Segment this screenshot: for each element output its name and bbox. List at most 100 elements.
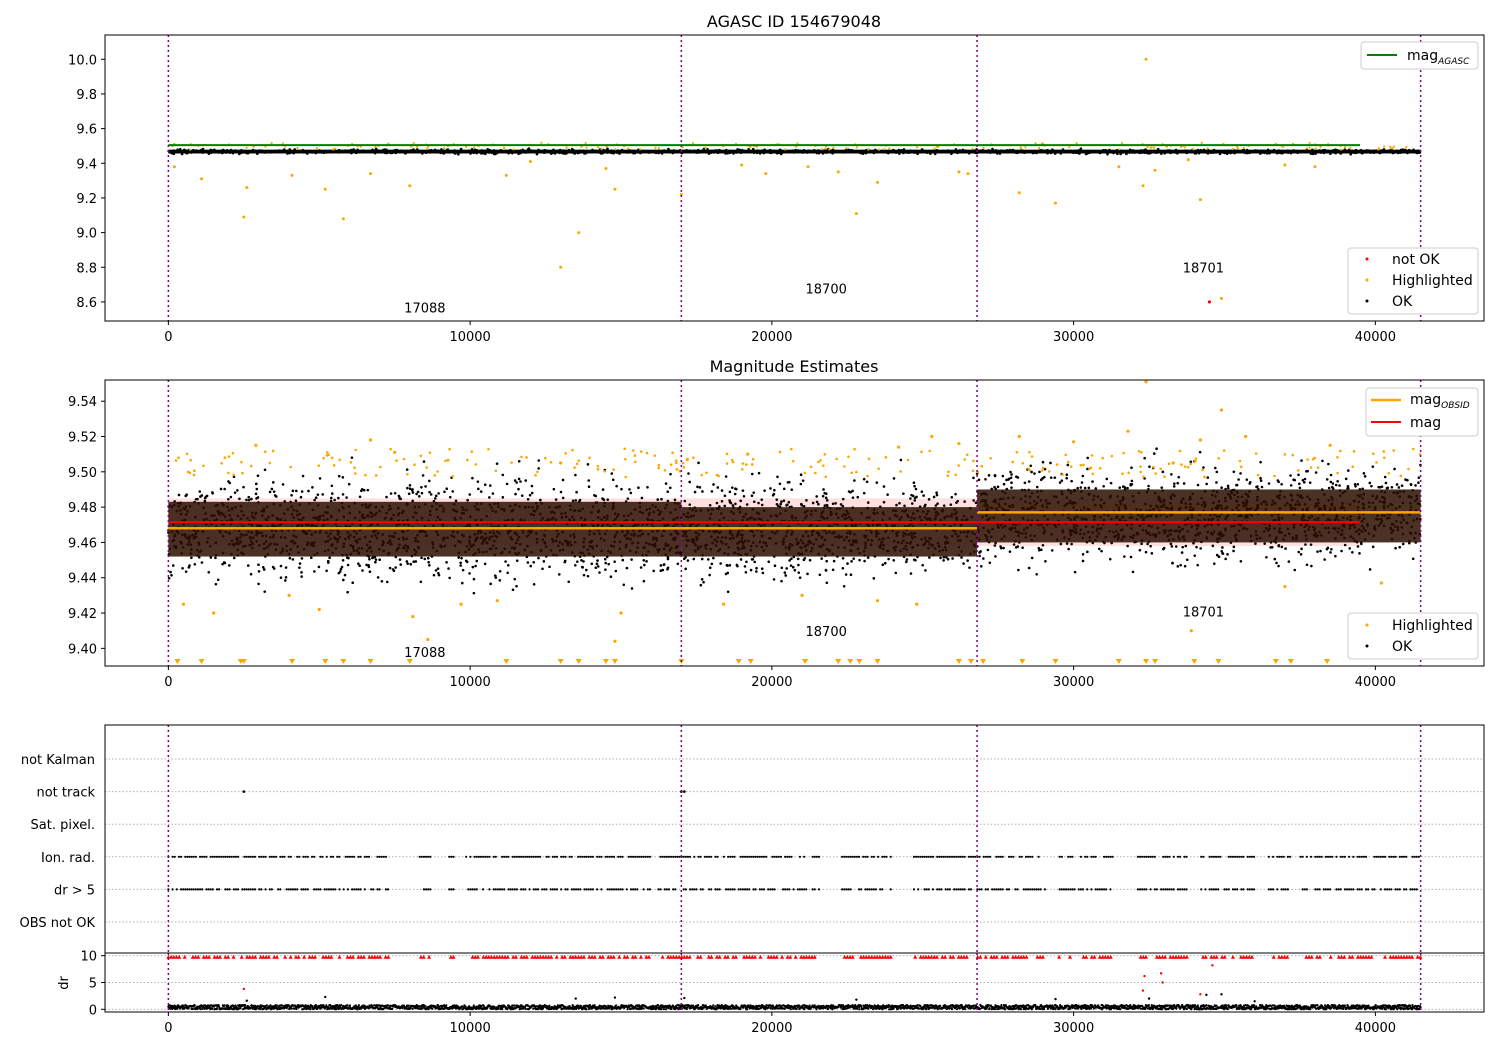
ok-point [900, 149, 903, 153]
ok-point [909, 572, 913, 575]
ok-point [1174, 545, 1178, 548]
ok-point [585, 568, 588, 572]
ok-point [1174, 148, 1178, 152]
ok-point [466, 498, 469, 502]
ok-point [799, 482, 803, 486]
ok-point [905, 558, 909, 561]
ok-point [935, 491, 938, 495]
highlighted-point [315, 146, 319, 150]
ok-point [839, 503, 843, 506]
ok-point [173, 150, 177, 153]
ok-point [472, 577, 476, 581]
ok-point [194, 497, 198, 501]
ok-legend-marker [1365, 299, 1369, 303]
ok-point [249, 572, 253, 576]
ok-point [630, 587, 634, 590]
ok-point [737, 148, 740, 152]
ok-point [865, 480, 869, 484]
ok-point [660, 497, 663, 501]
ok-point [852, 557, 855, 560]
ok-point [849, 573, 853, 577]
ok-point [176, 148, 179, 151]
ok-point [1226, 484, 1230, 488]
ok-point [1131, 150, 1135, 154]
ok-point [662, 563, 666, 566]
ok-point [1043, 150, 1046, 154]
ok-point [368, 557, 371, 561]
ok-point [1131, 570, 1135, 574]
ok-point [895, 503, 898, 507]
ok-point [1386, 486, 1390, 490]
ok-point [712, 556, 715, 560]
ok-point [1199, 547, 1202, 550]
ok-point [630, 558, 633, 561]
ok-point [1128, 148, 1132, 152]
ok-point [595, 150, 599, 153]
ok-point [972, 476, 975, 480]
ok-point [708, 150, 712, 153]
highlighted-point [1024, 146, 1027, 149]
ok-point [1319, 549, 1322, 553]
legend-subscript: AGASC [1437, 57, 1470, 67]
ok-point [772, 578, 776, 581]
ok-point [507, 151, 511, 155]
ok-point [1363, 475, 1367, 478]
ok-point [420, 149, 423, 153]
ok-point [1138, 151, 1141, 155]
ok-point [231, 151, 235, 155]
ok-point [851, 150, 855, 153]
ok-point [596, 559, 599, 562]
ok-point [894, 151, 898, 154]
ok-point [291, 489, 295, 493]
ok-point [1301, 150, 1304, 154]
ok-point [227, 497, 230, 501]
ok-point [1081, 559, 1085, 563]
ok-point [1371, 465, 1375, 468]
ok-point [190, 556, 193, 560]
highlighted-point [888, 147, 891, 150]
ok-point [1266, 148, 1270, 152]
ok-point [793, 568, 797, 572]
ok-point [201, 147, 205, 151]
ok-point [1280, 482, 1283, 486]
ok-point [1170, 473, 1173, 476]
ok-point [1140, 151, 1143, 154]
ok-point [664, 482, 668, 485]
ok-point [357, 562, 360, 566]
ok-point [341, 558, 345, 562]
ok-point [830, 151, 834, 154]
ok-point [824, 496, 828, 500]
ok-point [1053, 476, 1057, 479]
ok-point [1417, 476, 1421, 479]
ok-point [824, 568, 828, 572]
ok-point [460, 149, 464, 152]
ok-point [1265, 555, 1268, 559]
ok-point [966, 559, 969, 562]
ok-point [802, 505, 806, 508]
ok-point [419, 580, 423, 584]
ok-point [325, 569, 328, 573]
ok-point [397, 149, 401, 153]
ok-point [977, 478, 981, 482]
ok-point [1339, 152, 1343, 155]
ok-point [693, 490, 697, 494]
ok-point [306, 151, 310, 154]
ok-point [242, 485, 245, 489]
ok-point [263, 590, 267, 593]
ok-point [309, 556, 313, 560]
ok-point [996, 485, 1000, 489]
ok-point [974, 501, 978, 505]
ok-point [1409, 482, 1413, 486]
ok-point [1198, 450, 1202, 454]
ok-point [343, 573, 347, 577]
ok-point [411, 491, 415, 494]
ok-point [358, 564, 362, 568]
ok-point [342, 578, 345, 582]
highlighted-point [806, 165, 810, 169]
ok-point [1147, 484, 1150, 488]
ok-point [1336, 479, 1339, 483]
ok-point [856, 495, 860, 499]
ok-point [561, 478, 565, 482]
ok-point [1186, 149, 1190, 153]
ok-point [1078, 152, 1081, 155]
